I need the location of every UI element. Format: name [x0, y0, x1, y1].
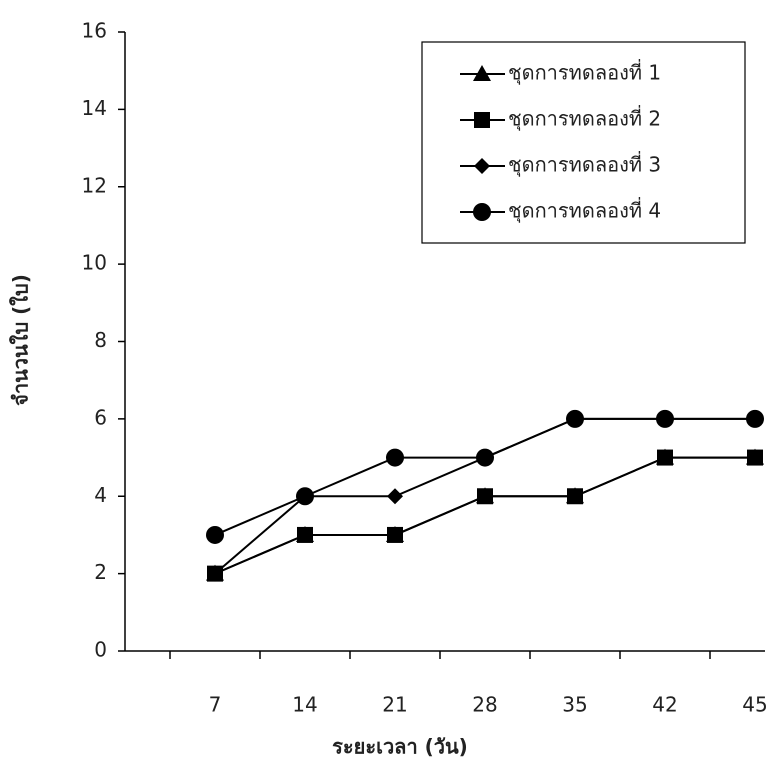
y-tick-label: 6	[94, 405, 107, 429]
y-axis-label: จำนวนใบ (ใบ)	[9, 274, 33, 406]
point	[296, 487, 314, 506]
point	[656, 409, 674, 428]
x-tick-label: 21	[382, 693, 407, 717]
x-tick-label: 14	[292, 693, 317, 717]
y-tick-label: 2	[94, 560, 107, 584]
series-line	[214, 456, 755, 575]
point	[387, 488, 403, 505]
y-tick-label: 10	[82, 251, 107, 275]
x-tick-label: 28	[472, 693, 497, 717]
y-tick-label: 14	[82, 96, 107, 120]
point	[207, 565, 223, 582]
point	[473, 203, 491, 221]
legend-label: ชุดการทดลองที่ 4	[508, 197, 661, 224]
point	[746, 409, 764, 428]
x-tick-label: 42	[652, 693, 677, 717]
point	[657, 449, 673, 466]
point	[206, 525, 224, 544]
point	[476, 448, 494, 467]
point	[747, 449, 763, 466]
y-tick-label: 8	[94, 328, 107, 352]
point	[567, 488, 583, 505]
series-line	[214, 456, 755, 575]
point	[474, 112, 490, 128]
point	[386, 448, 404, 467]
point	[297, 526, 313, 543]
y-tick-label: 0	[94, 638, 107, 662]
x-tick-label: 7	[209, 693, 222, 717]
x-tick-label: 45	[742, 693, 767, 717]
y-tick-label: 4	[94, 483, 107, 507]
series-line	[214, 417, 755, 536]
legend-box	[421, 41, 746, 244]
y-tick-label: 16	[82, 19, 107, 43]
x-axis-label: ระยะเวลา (วัน)	[332, 735, 468, 759]
point	[474, 158, 490, 174]
point	[477, 488, 493, 505]
y-tick-label: 12	[82, 173, 107, 197]
point	[473, 65, 491, 81]
point	[387, 526, 403, 543]
legend-label: ชุดการทดลองที่ 2	[508, 105, 661, 132]
legend-label: ชุดการทดลองที่ 1	[508, 59, 661, 86]
x-tick-label: 35	[562, 693, 587, 717]
point	[566, 409, 584, 428]
legend-label: ชุดการทดลองที่ 3	[508, 151, 661, 178]
